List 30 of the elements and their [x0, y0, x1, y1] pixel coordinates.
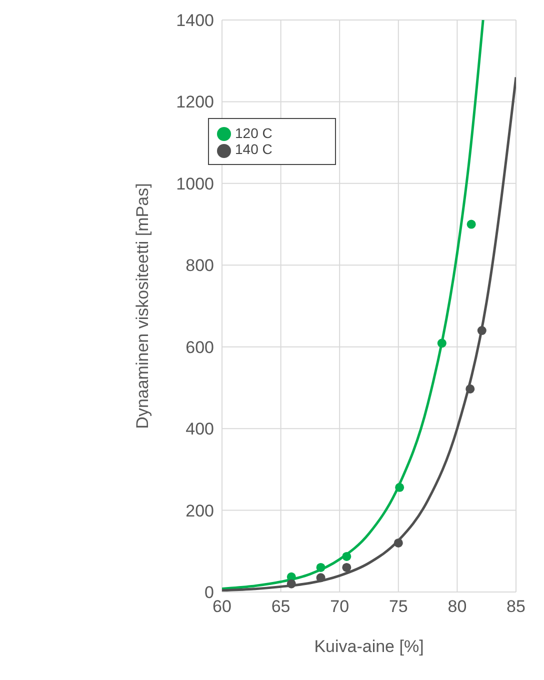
point — [437, 338, 446, 348]
point — [316, 562, 326, 572]
x-axis-title: Kuiva-aine [%] — [314, 637, 424, 656]
y-tick-label: 600 — [186, 338, 214, 357]
x-tick-label: 80 — [448, 597, 467, 616]
y-tick-label: 800 — [186, 256, 214, 276]
point — [466, 220, 476, 229]
y-tick-label: 1400 — [176, 11, 214, 30]
point — [395, 482, 404, 492]
point — [394, 538, 403, 548]
y-axis-title: Dynaaminen viskositeetti [mPas] — [133, 183, 152, 429]
point — [466, 384, 475, 394]
y-tick-label: 1000 — [176, 174, 214, 194]
y-tick-label: 1200 — [176, 92, 214, 112]
y-tick-label: 0 — [204, 583, 214, 602]
point — [342, 562, 352, 572]
x-tick-label: 75 — [388, 597, 408, 616]
x-tick-label: 60 — [212, 597, 232, 616]
point — [316, 573, 326, 582]
legend-label: 140 C — [235, 141, 272, 158]
point — [286, 579, 296, 588]
legend-label: 120 C — [235, 125, 272, 141]
x-tick-label: 85 — [506, 597, 526, 616]
x-tick-label: 65 — [271, 597, 290, 616]
y-tick-label: 200 — [186, 501, 214, 520]
point — [342, 552, 352, 561]
x-tick-label: 70 — [330, 597, 350, 616]
y-tick-label: 400 — [186, 420, 214, 439]
point — [477, 326, 486, 336]
line-series — [222, 20, 484, 590]
